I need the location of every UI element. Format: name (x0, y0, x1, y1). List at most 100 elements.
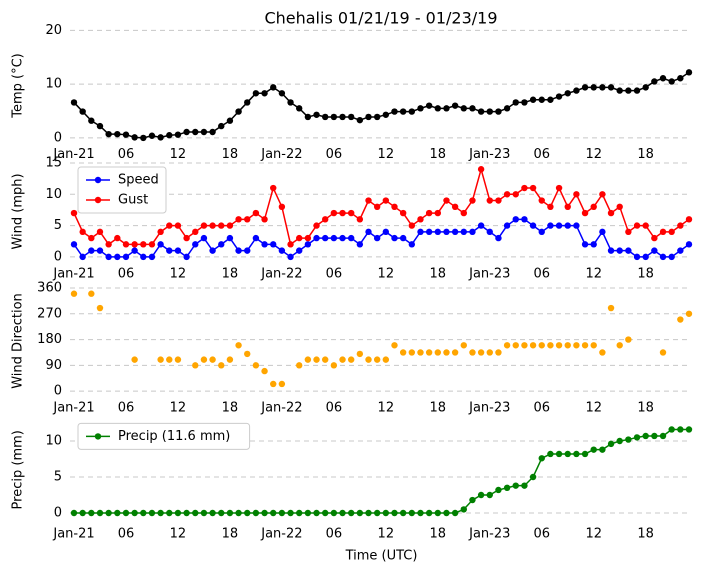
data-point (88, 117, 95, 124)
data-point (131, 509, 138, 517)
data-point (564, 203, 571, 211)
data-point (685, 69, 693, 76)
data-point (495, 108, 502, 115)
data-point (443, 509, 450, 517)
data-point (114, 253, 121, 261)
data-point (555, 184, 563, 192)
data-point (79, 253, 86, 261)
data-point (148, 241, 156, 248)
data-point (538, 96, 545, 103)
data-point (373, 356, 381, 363)
y-tick-label: 0 (54, 384, 62, 399)
x-tick-label: 18 (430, 527, 447, 542)
y-tick-label: 5 (54, 218, 62, 233)
data-point (573, 222, 580, 229)
x-tick-label: Jan-23 (468, 147, 510, 162)
data-point (235, 509, 242, 517)
data-point (88, 247, 95, 254)
data-point (599, 84, 606, 91)
data-point (521, 482, 528, 489)
data-point (555, 222, 563, 229)
data-point (105, 509, 112, 517)
data-point (244, 216, 251, 223)
data-point (79, 108, 86, 115)
data-point (469, 105, 476, 112)
x-tick-label: 06 (533, 401, 550, 416)
y-axis-label: Wind (mph) (11, 173, 26, 249)
data-point (313, 509, 320, 517)
data-point (590, 84, 597, 91)
data-point (512, 99, 519, 106)
data-point (486, 228, 493, 236)
data-point (174, 509, 182, 517)
data-point (88, 234, 95, 242)
data-point (88, 509, 95, 517)
data-point (443, 105, 450, 112)
data-point (590, 241, 597, 248)
data-point (200, 222, 208, 229)
data-point (296, 234, 303, 242)
data-point (226, 234, 234, 242)
data-point (547, 450, 554, 458)
data-point (183, 128, 190, 136)
data-point (218, 241, 225, 248)
data-point (581, 209, 589, 217)
data-point (564, 342, 571, 349)
data-point (114, 130, 121, 138)
data-point (79, 228, 86, 236)
x-tick-label: 06 (118, 401, 135, 416)
x-tick-label: Jan-21 (52, 147, 94, 162)
data-point (140, 253, 147, 261)
x-tick-label: 18 (222, 147, 239, 162)
data-point (330, 234, 338, 242)
data-point (270, 509, 277, 517)
data-point (270, 84, 277, 91)
x-tick-label: 06 (118, 147, 135, 162)
data-point (270, 380, 277, 388)
data-point (469, 349, 476, 356)
data-point (183, 234, 190, 242)
data-point (408, 509, 416, 517)
x-tick-label: 06 (326, 527, 343, 542)
data-point (382, 197, 390, 204)
data-point (512, 342, 519, 349)
data-point (451, 102, 459, 109)
data-point (235, 108, 242, 115)
data-point (555, 93, 563, 100)
data-point (209, 356, 216, 363)
legend-marker (94, 433, 102, 440)
data-point (356, 509, 364, 517)
data-point (460, 506, 467, 513)
data-point (347, 234, 355, 242)
data-point (659, 228, 667, 236)
x-tick-label: 06 (533, 147, 550, 162)
data-point (226, 509, 234, 517)
x-tick-label: 12 (585, 267, 602, 282)
data-point (503, 191, 511, 198)
data-point (633, 434, 641, 441)
data-point (261, 367, 268, 375)
data-point (131, 247, 138, 254)
x-tick-label: 12 (378, 147, 395, 162)
data-point (330, 509, 338, 517)
x-tick-label: 18 (430, 401, 447, 416)
data-point (321, 234, 329, 242)
data-point (200, 234, 208, 242)
data-point (599, 349, 606, 356)
data-point (625, 247, 632, 254)
data-point (70, 99, 78, 106)
data-point (469, 197, 476, 204)
data-point (157, 509, 164, 517)
data-point (218, 222, 225, 229)
data-point (616, 247, 623, 254)
y-tick-label: 5 (54, 470, 62, 485)
data-point (417, 509, 424, 517)
data-point (425, 349, 433, 356)
data-point (278, 509, 286, 517)
data-point (70, 241, 78, 248)
x-tick-label: Jan-22 (260, 401, 302, 416)
data-point (521, 216, 528, 223)
data-point (287, 509, 294, 517)
data-point (607, 209, 615, 217)
data-point (174, 131, 182, 138)
